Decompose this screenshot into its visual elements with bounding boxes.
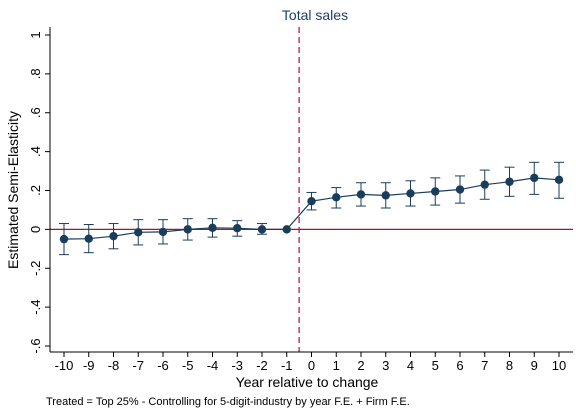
chart-title: Total sales: [282, 7, 348, 23]
estimate-point: [406, 189, 415, 198]
estimate-point: [530, 173, 539, 183]
x-tick-label: -10: [55, 358, 74, 373]
y-tick-label: .6: [28, 107, 43, 118]
x-tick-label: -1: [281, 358, 293, 373]
estimate-point: [554, 175, 564, 185]
estimate-point: [158, 227, 168, 237]
x-axis-title: Year relative to change: [236, 374, 379, 390]
y-tick-label: .4: [28, 146, 43, 157]
x-tick-label: 8: [506, 358, 513, 373]
x-tick-label: 10: [552, 358, 566, 373]
y-tick-label: -.2: [28, 261, 43, 276]
footnote: Treated = Top 25% - Controlling for 5-di…: [46, 396, 410, 408]
estimate-point: [109, 231, 118, 241]
x-tick-label: -7: [132, 358, 144, 373]
estimate-point: [183, 225, 192, 234]
error-bars: [59, 161, 564, 256]
estimate-point: [84, 234, 93, 243]
estimate-point: [307, 196, 316, 206]
estimate-point: [134, 228, 143, 237]
plot-area: [50, 27, 573, 352]
estimate-point: [282, 225, 291, 234]
x-tick-label: -9: [83, 358, 95, 373]
x-tick-label: -6: [157, 358, 169, 373]
estimate-point: [59, 234, 69, 244]
x-tick-label: 2: [357, 358, 364, 373]
estimate-markers: [59, 173, 564, 244]
estimate-point: [257, 225, 267, 234]
estimate-point: [381, 191, 390, 200]
reference-lines: [50, 27, 573, 352]
x-tick-label: 9: [531, 358, 538, 373]
y-axis-title: Estimated Semi-Elasticity: [5, 111, 21, 269]
x-tick-label: -2: [256, 358, 268, 373]
y-tick-label: .8: [28, 68, 43, 79]
y-tick-label: 0: [28, 226, 43, 233]
x-tick-label: -3: [231, 358, 243, 373]
y-tick-label: -.6: [28, 338, 43, 353]
estimate-point: [455, 185, 465, 194]
estimate-point: [208, 223, 217, 233]
x-tick-label: 0: [308, 358, 315, 373]
x-tick-label: 3: [382, 358, 389, 373]
estimate-point: [505, 177, 514, 186]
x-tick-label: 4: [407, 358, 414, 373]
estimate-point: [431, 187, 440, 196]
x-tick-label: -4: [207, 358, 219, 373]
x-tick-label: 1: [333, 358, 340, 373]
axes: -.6-.4-.20.2.4.6.81-10 -9 -8 -7 -6 -5 -4 -3 -2 -1…: [28, 27, 573, 373]
x-tick-label: -8: [108, 358, 120, 373]
y-tick-label: .2: [28, 185, 43, 196]
x-tick-label: -5: [182, 358, 194, 373]
estimate-point: [356, 190, 366, 199]
x-tick-label: 7: [481, 358, 488, 373]
estimate-point: [480, 180, 489, 189]
estimate-point: [233, 224, 242, 233]
estimate-point: [332, 193, 341, 202]
y-tick-label: 1: [28, 31, 43, 38]
x-tick-label: 6: [456, 358, 463, 373]
y-tick-label: -.4: [28, 300, 43, 315]
x-tick-label: 5: [432, 358, 439, 373]
